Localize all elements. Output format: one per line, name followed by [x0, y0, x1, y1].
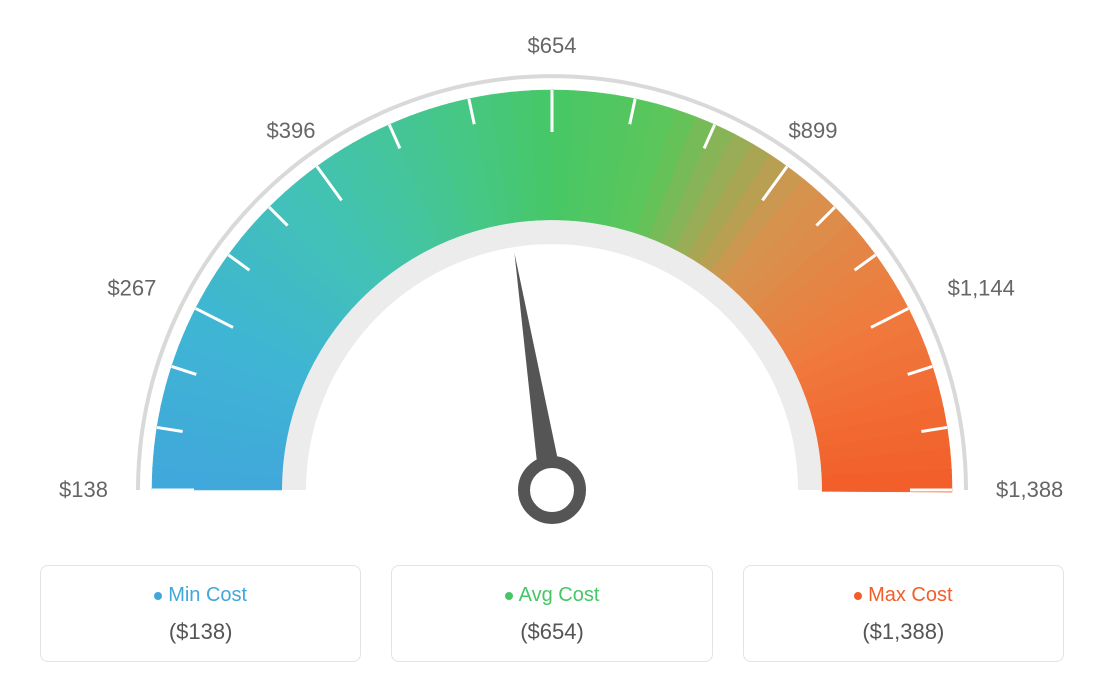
- legend-min-label: Min Cost: [168, 584, 247, 607]
- svg-text:$1,388: $1,388: [996, 477, 1063, 502]
- legend-avg-label: Avg Cost: [519, 584, 600, 607]
- legend-max-value: ($1,388): [754, 619, 1053, 645]
- cost-gauge: $138 $267 $396 $654 $899 $1,144 $1,388: [0, 0, 1104, 560]
- svg-text:$396: $396: [267, 118, 316, 143]
- svg-text:$267: $267: [107, 275, 156, 300]
- svg-text:$1,144: $1,144: [948, 275, 1015, 300]
- dot-icon: [154, 592, 162, 600]
- svg-text:$654: $654: [528, 33, 577, 58]
- legend-avg-value: ($654): [402, 619, 701, 645]
- legend-avg: Avg Cost ($654): [391, 565, 712, 662]
- dot-icon: [854, 592, 862, 600]
- legend-max-label: Max Cost: [868, 584, 952, 607]
- legend-min-value: ($138): [51, 619, 350, 645]
- legend-min: Min Cost ($138): [40, 565, 361, 662]
- svg-text:$138: $138: [59, 477, 108, 502]
- legend: Min Cost ($138) Avg Cost ($654) Max Cost…: [40, 565, 1064, 662]
- dot-icon: [505, 592, 513, 600]
- svg-text:$899: $899: [789, 118, 838, 143]
- legend-max: Max Cost ($1,388): [743, 565, 1064, 662]
